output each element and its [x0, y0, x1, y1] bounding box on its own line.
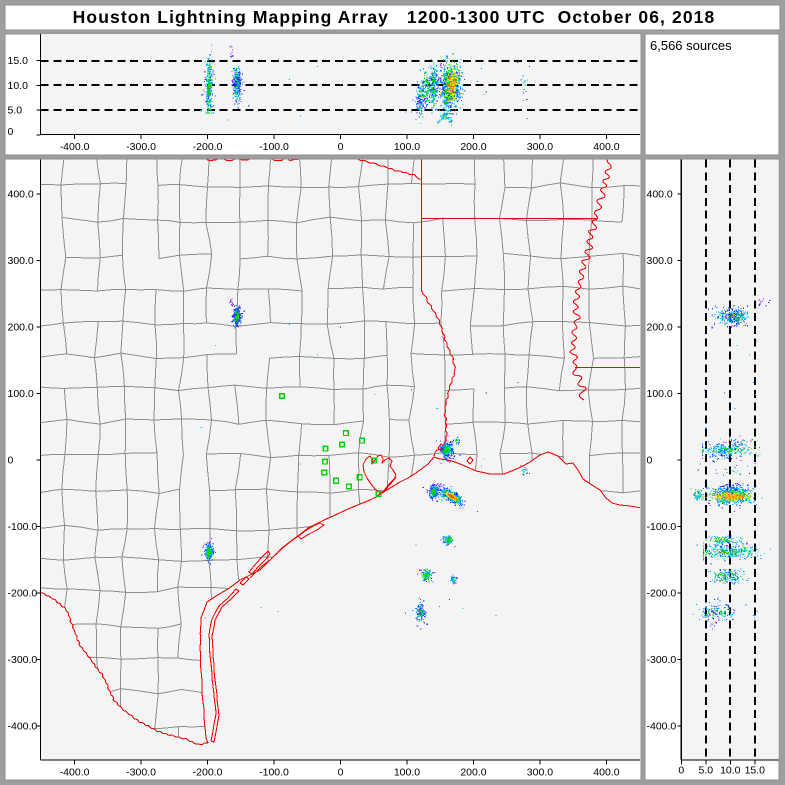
- svg-text:200.0: 200.0: [647, 321, 673, 333]
- svg-text:300.0: 300.0: [527, 767, 553, 779]
- svg-text:5.0: 5.0: [698, 765, 713, 777]
- svg-text:300.0: 300.0: [8, 255, 34, 267]
- svg-text:400.0: 400.0: [8, 188, 34, 200]
- svg-text:-400.0: -400.0: [8, 720, 38, 732]
- svg-text:0: 0: [8, 126, 14, 138]
- svg-text:10.0: 10.0: [8, 80, 29, 92]
- svg-text:-200.0: -200.0: [647, 587, 677, 599]
- svg-text:15.0: 15.0: [745, 765, 766, 777]
- svg-text:200.0: 200.0: [460, 141, 486, 153]
- svg-text:-300.0: -300.0: [126, 141, 156, 153]
- svg-text:0: 0: [678, 765, 684, 777]
- svg-text:0: 0: [8, 454, 14, 466]
- svg-text:0: 0: [338, 767, 344, 779]
- svg-text:-200.0: -200.0: [193, 767, 223, 779]
- svg-text:0: 0: [647, 454, 653, 466]
- svg-text:100.0: 100.0: [394, 767, 420, 779]
- svg-text:-100.0: -100.0: [647, 521, 677, 533]
- svg-text:5.0: 5.0: [8, 105, 23, 117]
- svg-text:10.0: 10.0: [720, 765, 741, 777]
- svg-text:300.0: 300.0: [647, 255, 673, 267]
- svg-text:-300.0: -300.0: [647, 654, 677, 666]
- svg-text:100.0: 100.0: [394, 141, 420, 153]
- svg-text:Houston Lightning Mapping Arra: Houston Lightning Mapping Array 1200-130…: [73, 7, 716, 27]
- svg-text:-100.0: -100.0: [259, 767, 289, 779]
- svg-text:-100.0: -100.0: [259, 141, 289, 153]
- svg-text:400.0: 400.0: [647, 188, 673, 200]
- svg-text:6,566 sources: 6,566 sources: [650, 38, 732, 53]
- svg-text:15.0: 15.0: [8, 55, 29, 67]
- svg-text:200.0: 200.0: [8, 321, 34, 333]
- svg-text:-300.0: -300.0: [126, 767, 156, 779]
- svg-text:-200.0: -200.0: [193, 141, 223, 153]
- svg-text:400.0: 400.0: [593, 141, 619, 153]
- svg-text:-400.0: -400.0: [60, 141, 90, 153]
- svg-text:-400.0: -400.0: [60, 767, 90, 779]
- svg-text:-200.0: -200.0: [8, 587, 38, 599]
- svg-text:-100.0: -100.0: [8, 521, 38, 533]
- svg-text:200.0: 200.0: [460, 767, 486, 779]
- svg-text:300.0: 300.0: [527, 141, 553, 153]
- svg-text:400.0: 400.0: [593, 767, 619, 779]
- svg-text:100.0: 100.0: [647, 388, 673, 400]
- svg-text:-300.0: -300.0: [8, 654, 38, 666]
- svg-text:0: 0: [338, 141, 344, 153]
- svg-text:-400.0: -400.0: [647, 720, 677, 732]
- svg-text:100.0: 100.0: [8, 388, 34, 400]
